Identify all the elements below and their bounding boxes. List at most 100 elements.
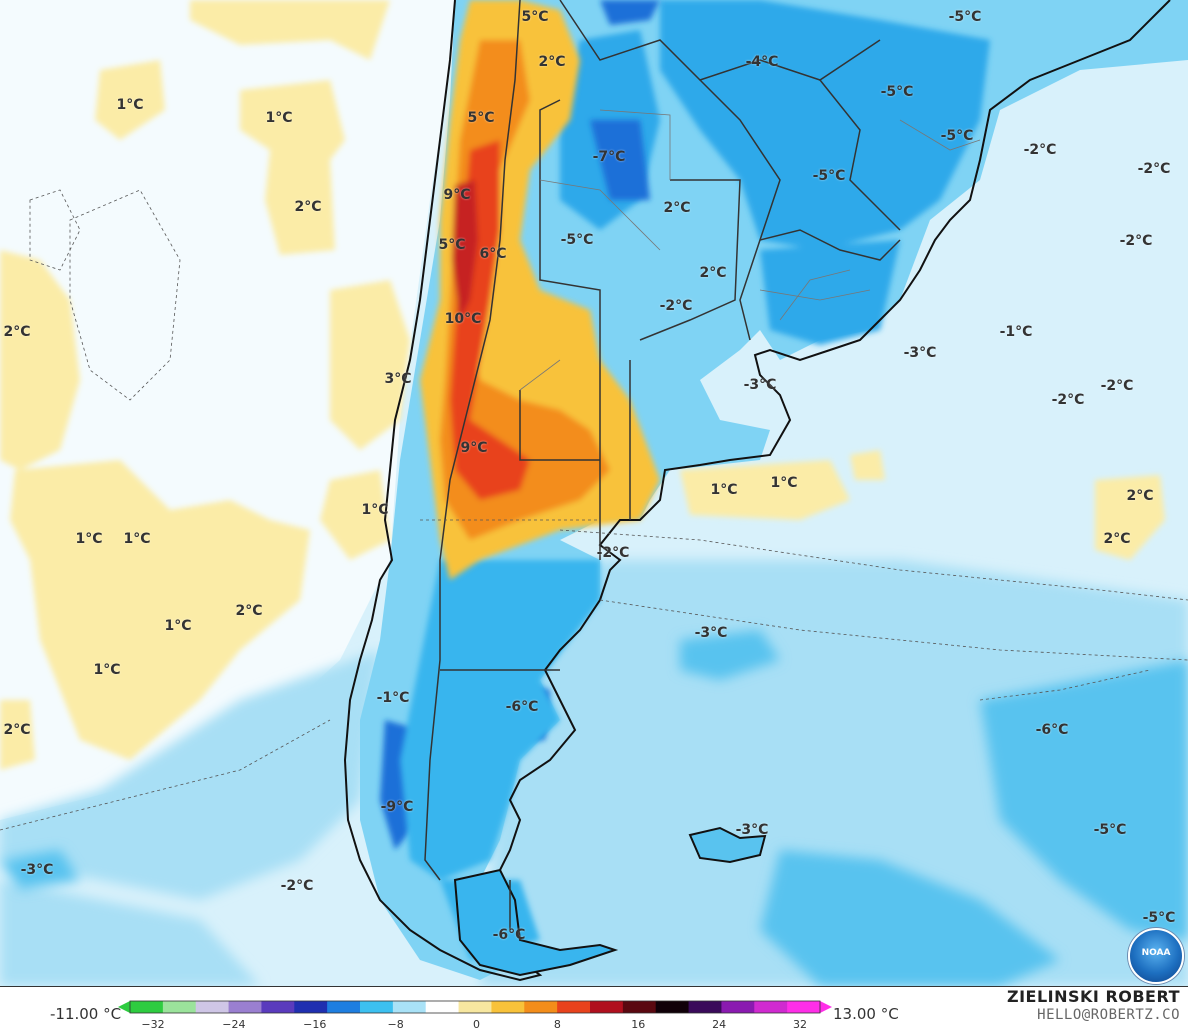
- colorbar-cell: [590, 1001, 624, 1013]
- temp-label: -1°C: [376, 690, 410, 706]
- falkland-islands: [688, 826, 767, 864]
- land-cool-base: [360, 0, 1188, 980]
- temp-label: 1°C: [123, 531, 151, 547]
- temp-label: -5°C: [940, 128, 974, 144]
- temp-label: 2°C: [3, 324, 31, 340]
- temp-label: 10°C: [444, 311, 482, 327]
- temp-label: -2°C: [1100, 378, 1134, 394]
- temp-label: -2°C: [1119, 233, 1153, 249]
- colorbar-cell: [327, 1001, 361, 1013]
- colorbar-cell: [557, 1001, 591, 1013]
- temp-label: -3°C: [743, 377, 777, 393]
- colorbar-cell: [130, 1001, 164, 1013]
- temp-label: 1°C: [164, 618, 192, 634]
- temp-label: -2°C: [1137, 161, 1171, 177]
- temp-label: 2°C: [294, 199, 322, 215]
- colorbar-cell: [294, 1001, 328, 1013]
- colorbar-cell: [688, 1001, 722, 1013]
- temp-label: 2°C: [235, 603, 263, 619]
- colorbar-cell: [721, 1001, 755, 1013]
- temp-label: 5°C: [438, 237, 466, 253]
- temp-label: 5°C: [467, 110, 495, 126]
- colorbar-cell: [360, 1001, 394, 1013]
- temp-label: -3°C: [735, 822, 769, 838]
- temp-label: 2°C: [699, 265, 727, 281]
- colorbar-tick-label: −32: [141, 1018, 165, 1031]
- temp-label: -5°C: [812, 168, 846, 184]
- temp-label: -2°C: [1051, 392, 1085, 408]
- temp-label: -5°C: [560, 232, 594, 248]
- country-borders: [424, 0, 901, 930]
- cold-anomaly-atlantic: [0, 630, 1188, 986]
- province-borders: [519, 109, 981, 391]
- colorbar-cell: [524, 1001, 558, 1013]
- author-name: ZIELINSKI ROBERT: [1006, 987, 1180, 1006]
- temperature-map: 5°C 2°C 1°C 1°C 2°C 5°C 9°C 5°C 6°C 10°C…: [0, 0, 1188, 987]
- temp-label: -5°C: [948, 9, 982, 25]
- colorbar-max-arrow: [820, 1001, 832, 1013]
- colorbar-border: [129, 1000, 821, 1014]
- temp-label: -2°C: [596, 545, 630, 561]
- tierra-del-fuego: [453, 868, 619, 977]
- colorbar-cell: [195, 1001, 230, 1013]
- colorbar-cell: [622, 1001, 657, 1013]
- author-email: HELLO@ROBERTZ.CO: [1037, 1007, 1180, 1023]
- colorbar-tick-label: 8: [553, 1018, 561, 1031]
- map-canvas: [0, 0, 1188, 986]
- temp-label: 1°C: [770, 475, 798, 491]
- footer: -11.00 °C −32 −24 −16 −8 0 8 16 24 32 13.00 °C Z…: [0, 987, 1188, 1035]
- colorbar-cell: [261, 1001, 295, 1013]
- colorbar-cell: [787, 1001, 821, 1013]
- temp-label: -7°C: [592, 149, 626, 165]
- temp-label: 2°C: [538, 54, 566, 70]
- colorbar-tick-label: 32: [793, 1018, 807, 1031]
- temp-label: 2°C: [3, 722, 31, 738]
- colorbar-cell: [655, 1001, 690, 1013]
- temp-label: 1°C: [361, 502, 389, 518]
- colorbar-cell: [162, 1001, 197, 1013]
- colorbar-tick-label: 16: [631, 1018, 646, 1031]
- temp-label: -5°C: [880, 84, 914, 100]
- temp-label: 2°C: [1103, 531, 1131, 547]
- temp-label: -2°C: [280, 878, 314, 894]
- temp-label: -3°C: [903, 345, 937, 361]
- colorbar: [118, 1000, 832, 1014]
- temp-label: -3°C: [20, 862, 54, 878]
- colorbar-min-arrow: [118, 1001, 130, 1013]
- temp-label: -6°C: [505, 699, 539, 715]
- noaa-logo: NOAA: [1128, 928, 1184, 984]
- colorbar-tick-label: 24: [712, 1018, 727, 1031]
- colorbar-cell: [392, 1001, 427, 1013]
- temp-label: 9°C: [460, 440, 488, 456]
- colorbar-tick-label: −16: [303, 1018, 327, 1031]
- temp-label: -4°C: [745, 54, 779, 70]
- colorbar-tick-label: −24: [222, 1018, 246, 1031]
- temp-label: -6°C: [1035, 722, 1069, 738]
- colorbar-cell: [491, 1001, 525, 1013]
- temp-label: 6°C: [479, 246, 507, 262]
- temp-label: 3°C: [384, 371, 412, 387]
- temp-label: -2°C: [1023, 142, 1057, 158]
- temp-label: 1°C: [116, 97, 144, 113]
- temp-label: -3°C: [694, 625, 728, 641]
- colorbar-cell: [458, 1001, 492, 1013]
- cool-anomaly-atlantic: [0, 560, 1188, 986]
- temp-label: -5°C: [1142, 910, 1176, 926]
- min-value-label: -11.00 °C: [50, 1005, 122, 1023]
- temp-label: 1°C: [93, 662, 121, 678]
- temp-label: 2°C: [663, 200, 691, 216]
- max-value-label: 13.00 °C: [833, 1005, 899, 1023]
- temp-label: -5°C: [1093, 822, 1127, 838]
- colorbar-cell: [425, 1001, 460, 1013]
- warm-anomaly-west: [0, 0, 410, 770]
- colorbar-cell: [754, 1001, 788, 1013]
- temp-label: -1°C: [999, 324, 1033, 340]
- contour-lines: [0, 189, 1188, 831]
- temp-label: 2°C: [1126, 488, 1154, 504]
- colorbar-tick-label: 0: [473, 1018, 480, 1031]
- colorbar-tick-label: −8: [387, 1018, 404, 1031]
- temp-label: 1°C: [75, 531, 103, 547]
- temp-label: 1°C: [710, 482, 738, 498]
- temp-label: -2°C: [659, 298, 693, 314]
- temp-label: 1°C: [265, 110, 293, 126]
